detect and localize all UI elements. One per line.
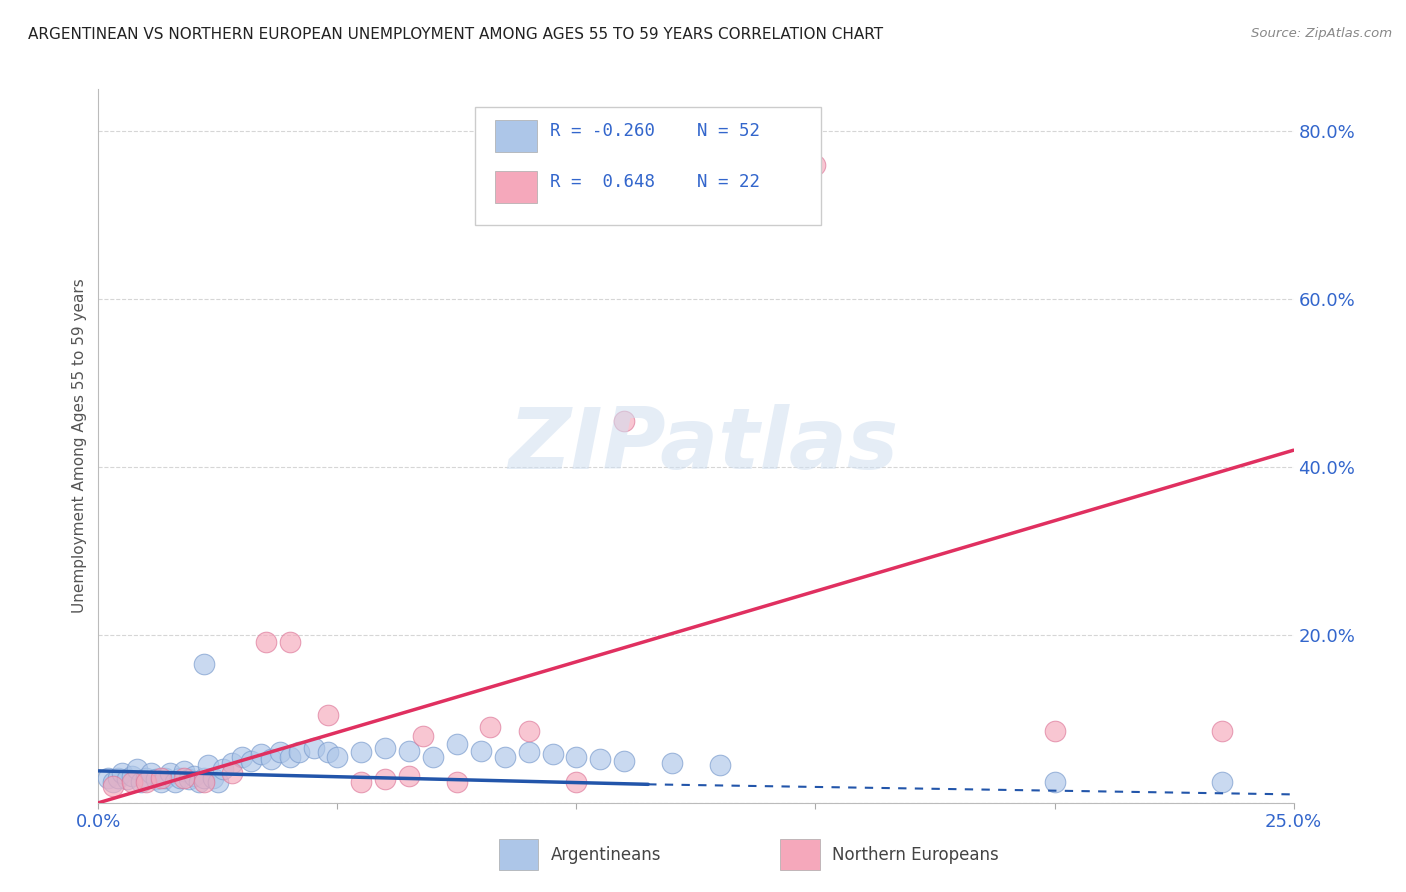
Point bbox=[231, 749, 253, 764]
Point bbox=[350, 746, 373, 760]
Point bbox=[183, 769, 205, 783]
Bar bbox=[495, 120, 537, 152]
Point bbox=[350, 774, 373, 789]
Y-axis label: Unemployment Among Ages 55 to 59 years: Unemployment Among Ages 55 to 59 years bbox=[72, 278, 87, 614]
Point bbox=[125, 762, 148, 776]
Text: Source: ZipAtlas.com: Source: ZipAtlas.com bbox=[1251, 27, 1392, 40]
Point bbox=[374, 741, 396, 756]
Point bbox=[479, 720, 502, 734]
Text: ARGENTINEAN VS NORTHERN EUROPEAN UNEMPLOYMENT AMONG AGES 55 TO 59 YEARS CORRELAT: ARGENTINEAN VS NORTHERN EUROPEAN UNEMPLO… bbox=[28, 27, 883, 42]
Text: Argentineans: Argentineans bbox=[551, 846, 662, 863]
Point bbox=[207, 774, 229, 789]
Point bbox=[613, 754, 636, 768]
Point bbox=[398, 769, 420, 783]
Point bbox=[159, 766, 181, 780]
Point bbox=[259, 752, 281, 766]
Point bbox=[115, 772, 138, 787]
Point bbox=[131, 774, 153, 789]
Point bbox=[422, 749, 444, 764]
Point bbox=[1211, 774, 1233, 789]
Point bbox=[193, 771, 215, 785]
Point bbox=[541, 747, 564, 761]
Point bbox=[316, 746, 339, 760]
Point bbox=[1211, 724, 1233, 739]
Text: R = -0.260    N = 52: R = -0.260 N = 52 bbox=[550, 121, 761, 139]
Point bbox=[412, 729, 434, 743]
Point bbox=[326, 749, 349, 764]
Point bbox=[107, 771, 129, 785]
FancyBboxPatch shape bbox=[475, 107, 821, 225]
Point bbox=[202, 771, 225, 785]
Text: Northern Europeans: Northern Europeans bbox=[832, 846, 1000, 863]
Point bbox=[446, 737, 468, 751]
Text: R =  0.648    N = 22: R = 0.648 N = 22 bbox=[550, 173, 761, 191]
Point bbox=[517, 746, 540, 760]
Text: ZIPatlas: ZIPatlas bbox=[508, 404, 898, 488]
Point bbox=[101, 779, 124, 793]
Point bbox=[565, 774, 588, 789]
Point bbox=[155, 771, 177, 785]
Point bbox=[288, 746, 311, 760]
Point bbox=[316, 707, 339, 722]
Point bbox=[121, 774, 143, 789]
Point bbox=[613, 414, 636, 428]
Point bbox=[240, 754, 263, 768]
Point bbox=[139, 766, 162, 780]
Point bbox=[446, 774, 468, 789]
Point bbox=[470, 744, 492, 758]
Point bbox=[517, 724, 540, 739]
Point bbox=[135, 774, 157, 789]
Point bbox=[197, 758, 219, 772]
Point bbox=[135, 771, 157, 785]
Point bbox=[193, 774, 215, 789]
Point bbox=[149, 774, 172, 789]
Point bbox=[179, 772, 201, 787]
Point bbox=[709, 758, 731, 772]
Point bbox=[374, 772, 396, 787]
Point bbox=[1043, 774, 1066, 789]
Point bbox=[145, 772, 167, 787]
Point bbox=[163, 774, 186, 789]
Point bbox=[278, 634, 301, 648]
Point bbox=[121, 769, 143, 783]
Point bbox=[269, 746, 291, 760]
Point bbox=[250, 747, 273, 761]
Point bbox=[97, 771, 120, 785]
Point bbox=[173, 771, 195, 785]
Point bbox=[211, 762, 233, 776]
Point bbox=[111, 766, 134, 780]
Point bbox=[302, 741, 325, 756]
Point bbox=[398, 744, 420, 758]
Point bbox=[187, 774, 209, 789]
Point bbox=[254, 634, 277, 648]
Point bbox=[1043, 724, 1066, 739]
Point bbox=[221, 756, 243, 770]
Bar bbox=[495, 171, 537, 203]
Point bbox=[804, 158, 827, 172]
Point bbox=[589, 752, 612, 766]
Point bbox=[169, 771, 191, 785]
Point bbox=[661, 756, 683, 770]
Point bbox=[221, 766, 243, 780]
Point bbox=[494, 749, 516, 764]
Point bbox=[565, 749, 588, 764]
Point bbox=[173, 764, 195, 778]
Point bbox=[278, 749, 301, 764]
Point bbox=[101, 774, 124, 789]
Point bbox=[193, 657, 215, 672]
Point bbox=[149, 771, 172, 785]
